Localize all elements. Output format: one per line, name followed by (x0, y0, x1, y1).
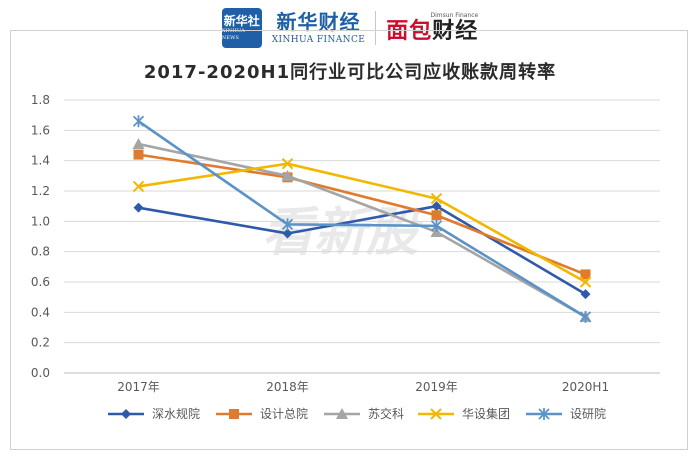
dimsun-finance-en: Dimsun Finance (430, 12, 479, 19)
data-point (281, 218, 294, 231)
legend-label: 苏交科 (368, 406, 404, 421)
data-point (132, 180, 145, 193)
data-point (132, 115, 145, 128)
series-line-0 (138, 204, 587, 296)
dimsun-finance-cn: 面包财经 (386, 20, 478, 44)
legend-marker (229, 409, 239, 419)
legend-marker (121, 409, 131, 419)
chart-title: 2017-2020H1同行业可比公司应收账款周转率 (143, 62, 557, 83)
y-tick-label: 1.2 (31, 184, 50, 198)
series-line-1 (138, 153, 586, 276)
xinhua-badge-logo: 新华社 XINHUA NEWS (221, 8, 262, 48)
y-tick-label: 0.6 (31, 275, 50, 289)
data-point (580, 289, 591, 300)
legend-label: 深水规院 (152, 406, 200, 421)
data-point (431, 201, 442, 212)
x-tick-label: 2019年 (415, 380, 458, 394)
data-point (579, 310, 592, 323)
data-point (281, 157, 294, 170)
dimsun-cn-suffix: 财经 (432, 19, 479, 44)
y-tick-label: 1.6 (31, 123, 50, 137)
legend-label: 设研院 (570, 407, 606, 421)
data-point (133, 149, 144, 160)
y-tick-label: 0.4 (31, 305, 50, 319)
y-tick-label: 1.8 (31, 93, 50, 107)
xinhua-badge-cn: 新华社 (223, 14, 260, 28)
x-tick-label: 2017年 (117, 380, 160, 394)
header-logos: 新华社 XINHUA NEWS 新华财经 XINHUA FINANCE Dims… (0, 0, 700, 56)
x-tick-label: 2020H1 (562, 380, 609, 394)
data-point (430, 219, 443, 232)
data-point (430, 192, 443, 205)
legend-marker (430, 408, 442, 420)
data-point (579, 276, 592, 288)
logo-divider (375, 11, 377, 45)
chart-frame (10, 30, 688, 450)
data-point (431, 210, 442, 221)
x-tick-label: 2018年 (266, 380, 309, 394)
xinhua-finance-en: XINHUA FINANCE (271, 35, 366, 45)
legend-label: 设计总院 (260, 407, 308, 421)
y-tick-label: 0.8 (31, 245, 50, 259)
series-line-4 (137, 120, 587, 318)
dimsun-cn-prefix: 面包 (386, 19, 433, 44)
y-tick-label: 0.0 (31, 366, 50, 380)
series-line-3 (138, 162, 587, 284)
legend-marker (538, 408, 550, 420)
brand-box: 新华社 XINHUA NEWS 新华财经 XINHUA FINANCE Dims… (221, 8, 478, 48)
y-tick-label: 1.4 (31, 154, 50, 168)
data-point (282, 228, 293, 239)
series-line-2 (138, 142, 587, 319)
y-tick-label: 1.0 (31, 214, 50, 228)
dimsun-finance-logo: Dimsun Finance 面包财经 (386, 12, 478, 44)
legend-label: 华设集团 (462, 406, 510, 421)
data-point (281, 169, 294, 181)
xinhua-badge-en: XINHUA NEWS (221, 28, 245, 41)
data-point (133, 202, 144, 213)
legend-marker (336, 408, 348, 419)
data-point (580, 269, 591, 280)
y-tick-label: 0.2 (31, 336, 50, 350)
data-point (132, 137, 145, 149)
